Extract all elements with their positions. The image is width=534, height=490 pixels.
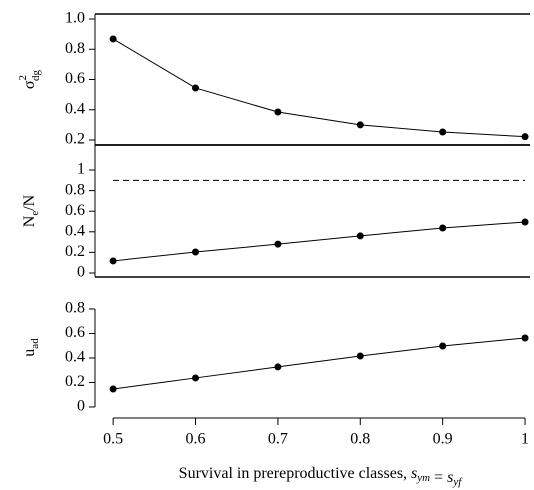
data-point: [192, 84, 200, 92]
x-tick-label: 0.8: [350, 431, 370, 448]
data-point: [192, 374, 200, 382]
data-point: [439, 128, 447, 136]
x-tick-label: 0.9: [433, 431, 453, 448]
data-point: [356, 232, 364, 240]
data-point: [356, 121, 364, 129]
y-tick-label: 0: [77, 264, 85, 281]
label-sub: dg: [30, 69, 42, 81]
x-label-term: s: [447, 469, 453, 486]
y-tick-label: 0.4: [65, 222, 85, 239]
x-label-text: Survival in prereproductive classes,: [179, 465, 411, 482]
y-tick-label: 1: [77, 161, 85, 178]
y-tick-label: 0.6: [65, 324, 85, 341]
x-tick-label: 0.7: [268, 431, 288, 448]
y-tick-label: 0.2: [65, 373, 85, 390]
x-label-sub: ym: [416, 472, 430, 484]
data-point: [439, 224, 447, 232]
x-label-term: s: [411, 465, 417, 482]
y-tick-label: 0.6: [65, 202, 85, 219]
label-base: N: [21, 215, 38, 227]
data-point: [521, 334, 529, 342]
y-tick-label: 0.8: [65, 300, 85, 317]
data-point: [356, 352, 364, 360]
x-label-joiner: =: [430, 469, 447, 486]
y-tick-label: 0.8: [65, 181, 85, 198]
label-sup: 2: [17, 75, 29, 81]
label-sub: ad: [29, 338, 41, 349]
y-tick-label: 1.0: [65, 10, 85, 27]
data-point: [109, 257, 117, 265]
data-line: [112, 38, 526, 138]
data-point: [521, 133, 529, 141]
y-tick-label: 0.2: [65, 131, 85, 148]
y-tick-label: 0.4: [65, 100, 85, 117]
data-line: [113, 337, 526, 390]
label-after: /N: [21, 194, 38, 210]
label-base: σ: [21, 80, 38, 89]
data-point: [274, 240, 282, 248]
y-axis-label: σ2dg: [17, 69, 42, 89]
y-axis-label: uad: [21, 338, 41, 357]
y-tick-label: 0.4: [65, 349, 85, 366]
data-point: [274, 363, 282, 371]
data-point: [192, 248, 200, 256]
label-sub: e: [29, 211, 41, 216]
x-tick-label: 0.5: [103, 431, 123, 448]
data-point: [109, 385, 117, 393]
y-tick-label: 0.6: [65, 70, 85, 87]
data-point: [109, 35, 117, 43]
x-label-sub: yf: [452, 476, 463, 488]
label-base: u: [21, 349, 38, 357]
y-tick-label: 0: [77, 398, 85, 415]
data-point: [439, 342, 447, 350]
y-tick-label: 0.8: [65, 40, 85, 57]
x-axis-label: Survival in prereproductive classes, sym…: [179, 465, 464, 488]
y-axis-label: Ne/N: [21, 194, 41, 227]
y-tick-label: 0.2: [65, 243, 85, 260]
x-tick-label: 0.6: [186, 431, 206, 448]
x-tick-label: 1: [521, 431, 529, 448]
data-line: [113, 221, 526, 262]
data-point: [274, 108, 282, 116]
data-point: [521, 218, 529, 226]
